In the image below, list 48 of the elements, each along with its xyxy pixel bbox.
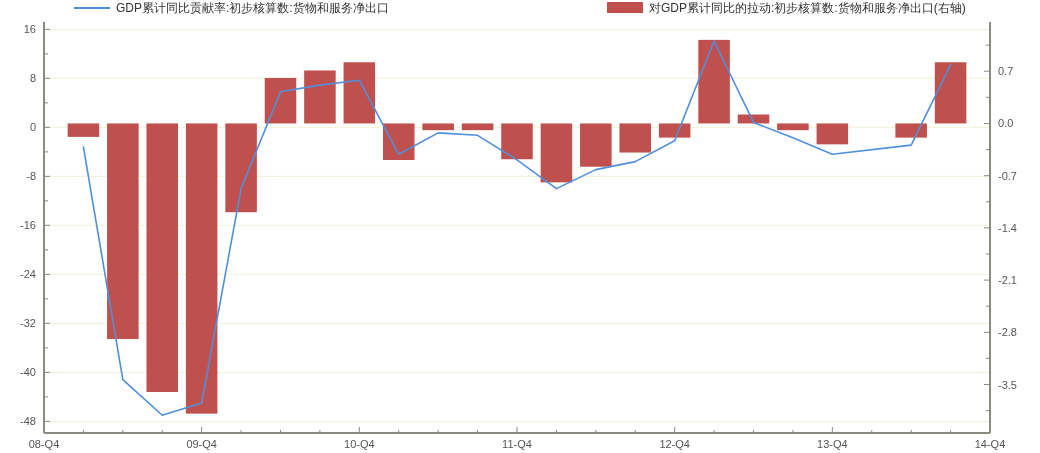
x-tick-label: 14-Q4 (974, 438, 1006, 450)
x-tick-label: 12-Q4 (659, 438, 690, 450)
y2-tick-label: 0.7 (998, 65, 1014, 78)
x-tick-label: 10-Q4 (344, 438, 375, 450)
y-tick-label: -24 (20, 268, 36, 281)
bar (225, 123, 257, 213)
y-tick-label: 0 (29, 121, 36, 134)
y2-tick-label: -0.7 (998, 169, 1017, 182)
bar (658, 123, 691, 138)
bar (304, 70, 336, 124)
bar (777, 123, 809, 131)
legend-label: 对GDP累计同比的拉动:初步核算数:货物和服务净出口(右轴) (649, 1, 966, 15)
x-tick-label: 11-Q4 (502, 438, 532, 450)
bar (146, 123, 179, 392)
bar (540, 123, 573, 183)
bar (67, 123, 100, 137)
y-tick-label: -8 (26, 170, 36, 183)
y-tick-label: -48 (20, 415, 36, 428)
bar (895, 123, 927, 138)
bar (107, 123, 139, 340)
x-tick-label: 13-Q4 (817, 438, 848, 450)
x-tick-label: 09-Q4 (186, 438, 217, 450)
bar (185, 123, 218, 414)
x-tick-label: 08-Q4 (28, 438, 60, 450)
bar (343, 62, 376, 124)
bar (501, 123, 533, 160)
legend-label: GDP累计同比贡献率:初步核算数:货物和服务净出口 (116, 1, 389, 15)
y-tick-label: 8 (29, 72, 36, 85)
bar (382, 123, 415, 160)
y2-tick-label: -3.5 (998, 378, 1017, 391)
bar (422, 123, 454, 131)
y-tick-label: -40 (20, 366, 36, 379)
bar (737, 114, 770, 124)
y2-tick-label: -2.8 (998, 326, 1017, 339)
bar (698, 39, 730, 124)
y-tick-label: -16 (20, 219, 36, 232)
bar (934, 62, 967, 124)
y-tick-label: 16 (23, 23, 36, 36)
bar (264, 77, 297, 124)
bar (461, 123, 494, 131)
y2-tick-label: 0.0 (998, 117, 1014, 130)
y2-tick-label: -2.1 (998, 274, 1017, 287)
bar (619, 123, 652, 153)
y2-tick-label: -1.4 (998, 221, 1017, 234)
bar (816, 123, 849, 145)
bar (580, 123, 612, 167)
line-series (82, 40, 952, 417)
y-tick-label: -32 (20, 317, 36, 330)
